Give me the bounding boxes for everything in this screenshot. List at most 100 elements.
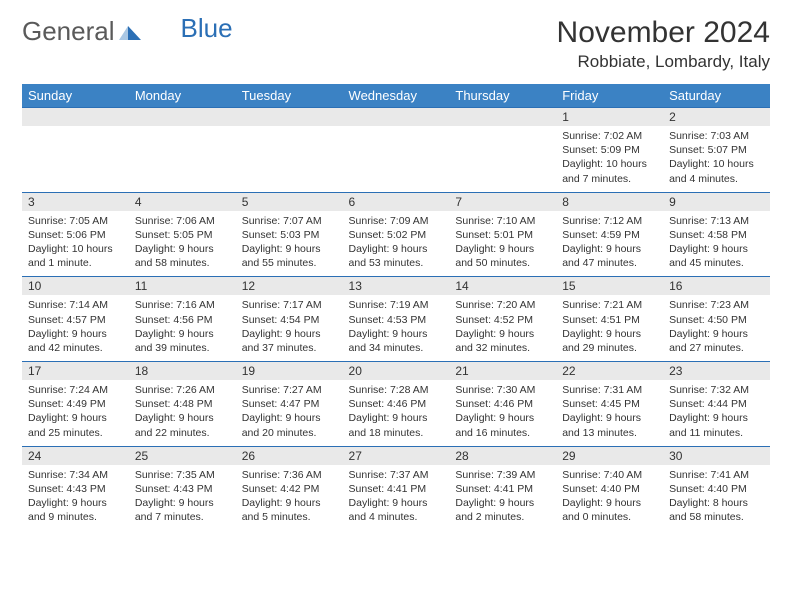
- day-cell: 17Sunrise: 7:24 AMSunset: 4:49 PMDayligh…: [22, 362, 129, 447]
- day-number: 21: [449, 362, 556, 380]
- day-details: Sunrise: 7:24 AMSunset: 4:49 PMDaylight:…: [22, 380, 129, 446]
- day-details: Sunrise: 7:14 AMSunset: 4:57 PMDaylight:…: [22, 295, 129, 361]
- sunset-text: Sunset: 4:56 PM: [135, 313, 230, 327]
- day-cell: 24Sunrise: 7:34 AMSunset: 4:43 PMDayligh…: [22, 446, 129, 530]
- sunset-text: Sunset: 5:06 PM: [28, 228, 123, 242]
- location: Robbiate, Lombardy, Italy: [557, 52, 770, 72]
- day-number: 11: [129, 277, 236, 295]
- day-cell: 13Sunrise: 7:19 AMSunset: 4:53 PMDayligh…: [343, 277, 450, 362]
- day-cell: [343, 108, 450, 193]
- sunrise-text: Sunrise: 7:31 AM: [562, 383, 657, 397]
- daylight-text: Daylight: 10 hours and 1 minute.: [28, 242, 123, 270]
- sunset-text: Sunset: 4:47 PM: [242, 397, 337, 411]
- day-number: [22, 108, 129, 126]
- day-details: Sunrise: 7:21 AMSunset: 4:51 PMDaylight:…: [556, 295, 663, 361]
- day-cell: 4Sunrise: 7:06 AMSunset: 5:05 PMDaylight…: [129, 192, 236, 277]
- week-row: 24Sunrise: 7:34 AMSunset: 4:43 PMDayligh…: [22, 446, 770, 530]
- daylight-text: Daylight: 9 hours and 20 minutes.: [242, 411, 337, 439]
- daylight-text: Daylight: 9 hours and 39 minutes.: [135, 327, 230, 355]
- sunrise-text: Sunrise: 7:10 AM: [455, 214, 550, 228]
- col-sunday: Sunday: [22, 84, 129, 108]
- day-number: 2: [663, 108, 770, 126]
- sunset-text: Sunset: 5:02 PM: [349, 228, 444, 242]
- sunrise-text: Sunrise: 7:14 AM: [28, 298, 123, 312]
- day-number: 30: [663, 447, 770, 465]
- day-cell: [236, 108, 343, 193]
- day-number: 19: [236, 362, 343, 380]
- sunrise-text: Sunrise: 7:16 AM: [135, 298, 230, 312]
- day-number: 28: [449, 447, 556, 465]
- daylight-text: Daylight: 9 hours and 0 minutes.: [562, 496, 657, 524]
- sunrise-text: Sunrise: 7:20 AM: [455, 298, 550, 312]
- daylight-text: Daylight: 9 hours and 9 minutes.: [28, 496, 123, 524]
- week-row: 1Sunrise: 7:02 AMSunset: 5:09 PMDaylight…: [22, 108, 770, 193]
- day-cell: 18Sunrise: 7:26 AMSunset: 4:48 PMDayligh…: [129, 362, 236, 447]
- sunset-text: Sunset: 4:49 PM: [28, 397, 123, 411]
- daylight-text: Daylight: 9 hours and 29 minutes.: [562, 327, 657, 355]
- sunset-text: Sunset: 4:59 PM: [562, 228, 657, 242]
- day-cell: 6Sunrise: 7:09 AMSunset: 5:02 PMDaylight…: [343, 192, 450, 277]
- day-cell: 27Sunrise: 7:37 AMSunset: 4:41 PMDayligh…: [343, 446, 450, 530]
- daylight-text: Daylight: 9 hours and 11 minutes.: [669, 411, 764, 439]
- daylight-text: Daylight: 9 hours and 5 minutes.: [242, 496, 337, 524]
- day-number: 7: [449, 193, 556, 211]
- sunrise-text: Sunrise: 7:37 AM: [349, 468, 444, 482]
- daylight-text: Daylight: 9 hours and 45 minutes.: [669, 242, 764, 270]
- sunrise-text: Sunrise: 7:32 AM: [669, 383, 764, 397]
- sunset-text: Sunset: 4:41 PM: [349, 482, 444, 496]
- day-details: Sunrise: 7:37 AMSunset: 4:41 PMDaylight:…: [343, 465, 450, 531]
- day-details: Sunrise: 7:39 AMSunset: 4:41 PMDaylight:…: [449, 465, 556, 531]
- day-number: 29: [556, 447, 663, 465]
- day-cell: 25Sunrise: 7:35 AMSunset: 4:43 PMDayligh…: [129, 446, 236, 530]
- sunset-text: Sunset: 4:43 PM: [135, 482, 230, 496]
- daylight-text: Daylight: 9 hours and 13 minutes.: [562, 411, 657, 439]
- sunset-text: Sunset: 4:48 PM: [135, 397, 230, 411]
- day-cell: 12Sunrise: 7:17 AMSunset: 4:54 PMDayligh…: [236, 277, 343, 362]
- day-cell: 8Sunrise: 7:12 AMSunset: 4:59 PMDaylight…: [556, 192, 663, 277]
- sunrise-text: Sunrise: 7:06 AM: [135, 214, 230, 228]
- day-details: Sunrise: 7:09 AMSunset: 5:02 PMDaylight:…: [343, 211, 450, 277]
- day-number: 1: [556, 108, 663, 126]
- day-number: [449, 108, 556, 126]
- sunset-text: Sunset: 4:53 PM: [349, 313, 444, 327]
- day-cell: 23Sunrise: 7:32 AMSunset: 4:44 PMDayligh…: [663, 362, 770, 447]
- daylight-text: Daylight: 10 hours and 7 minutes.: [562, 157, 657, 185]
- day-cell: 9Sunrise: 7:13 AMSunset: 4:58 PMDaylight…: [663, 192, 770, 277]
- daylight-text: Daylight: 8 hours and 58 minutes.: [669, 496, 764, 524]
- daylight-text: Daylight: 9 hours and 7 minutes.: [135, 496, 230, 524]
- day-number: [236, 108, 343, 126]
- sunrise-text: Sunrise: 7:23 AM: [669, 298, 764, 312]
- header: General Blue November 2024 Robbiate, Lom…: [22, 16, 770, 72]
- logo-text-general: General: [22, 16, 115, 47]
- week-row: 17Sunrise: 7:24 AMSunset: 4:49 PMDayligh…: [22, 362, 770, 447]
- sunset-text: Sunset: 5:01 PM: [455, 228, 550, 242]
- day-details: Sunrise: 7:03 AMSunset: 5:07 PMDaylight:…: [663, 126, 770, 192]
- col-tuesday: Tuesday: [236, 84, 343, 108]
- col-friday: Friday: [556, 84, 663, 108]
- day-details: Sunrise: 7:27 AMSunset: 4:47 PMDaylight:…: [236, 380, 343, 446]
- sunset-text: Sunset: 4:40 PM: [562, 482, 657, 496]
- sunset-text: Sunset: 5:09 PM: [562, 143, 657, 157]
- day-details: Sunrise: 7:19 AMSunset: 4:53 PMDaylight:…: [343, 295, 450, 361]
- day-details: Sunrise: 7:12 AMSunset: 4:59 PMDaylight:…: [556, 211, 663, 277]
- month-title: November 2024: [557, 16, 770, 50]
- sunrise-text: Sunrise: 7:03 AM: [669, 129, 764, 143]
- day-cell: 26Sunrise: 7:36 AMSunset: 4:42 PMDayligh…: [236, 446, 343, 530]
- day-cell: 30Sunrise: 7:41 AMSunset: 4:40 PMDayligh…: [663, 446, 770, 530]
- day-details: Sunrise: 7:32 AMSunset: 4:44 PMDaylight:…: [663, 380, 770, 446]
- sunrise-text: Sunrise: 7:39 AM: [455, 468, 550, 482]
- daylight-text: Daylight: 9 hours and 32 minutes.: [455, 327, 550, 355]
- day-cell: 28Sunrise: 7:39 AMSunset: 4:41 PMDayligh…: [449, 446, 556, 530]
- day-details: Sunrise: 7:16 AMSunset: 4:56 PMDaylight:…: [129, 295, 236, 361]
- sunset-text: Sunset: 4:50 PM: [669, 313, 764, 327]
- sunrise-text: Sunrise: 7:30 AM: [455, 383, 550, 397]
- sunset-text: Sunset: 5:07 PM: [669, 143, 764, 157]
- day-cell: 14Sunrise: 7:20 AMSunset: 4:52 PMDayligh…: [449, 277, 556, 362]
- sunrise-text: Sunrise: 7:12 AM: [562, 214, 657, 228]
- sunset-text: Sunset: 4:46 PM: [349, 397, 444, 411]
- sunset-text: Sunset: 4:41 PM: [455, 482, 550, 496]
- daylight-text: Daylight: 9 hours and 50 minutes.: [455, 242, 550, 270]
- sunset-text: Sunset: 4:42 PM: [242, 482, 337, 496]
- sunrise-text: Sunrise: 7:24 AM: [28, 383, 123, 397]
- daylight-text: Daylight: 9 hours and 53 minutes.: [349, 242, 444, 270]
